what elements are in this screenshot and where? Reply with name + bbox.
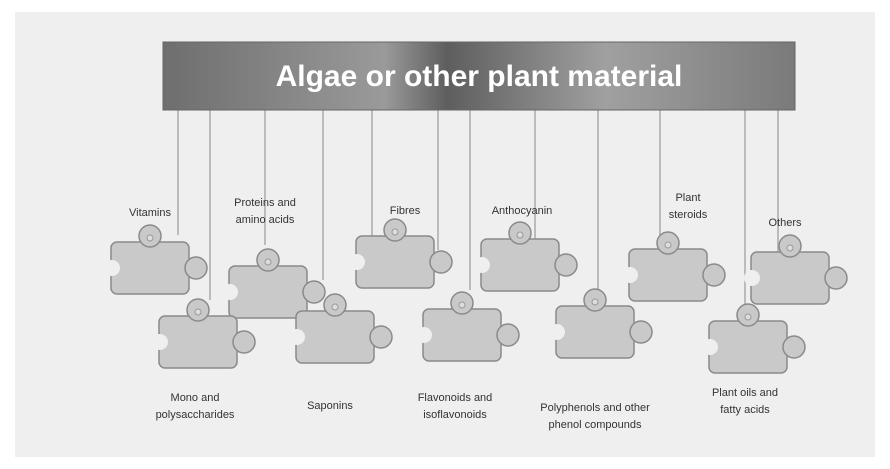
- pin: [592, 299, 598, 305]
- piece-knob: [555, 254, 577, 276]
- piece-label: Flavonoids and: [418, 392, 493, 404]
- diagram: Algae or other plant material Vitamins Pr…: [0, 0, 890, 469]
- pin: [459, 302, 465, 308]
- piece-knob: [370, 326, 392, 348]
- pin: [392, 229, 398, 235]
- piece-label: phenol compounds: [549, 419, 642, 431]
- piece-hole: [744, 270, 760, 286]
- pin: [195, 309, 201, 315]
- piece-body: [111, 242, 189, 294]
- piece-knob: [825, 267, 847, 289]
- pin: [147, 235, 153, 241]
- piece-label: Polyphenols and other: [540, 402, 650, 414]
- piece-hole: [416, 327, 432, 343]
- piece-hole: [349, 254, 365, 270]
- piece-hole: [549, 324, 565, 340]
- piece-knob: [783, 336, 805, 358]
- piece-knob: [185, 257, 207, 279]
- piece-hole: [104, 260, 120, 276]
- piece-label: Fibres: [390, 205, 421, 217]
- piece-knob: [430, 251, 452, 273]
- piece-body: [296, 311, 374, 363]
- piece-body: [629, 249, 707, 301]
- piece-label: Vitamins: [129, 207, 171, 219]
- piece-body: [423, 309, 501, 361]
- piece-knob: [703, 264, 725, 286]
- piece-label: Plant oils and: [712, 387, 778, 399]
- piece-hole: [702, 339, 718, 355]
- pin: [265, 259, 271, 265]
- piece-label: Others: [768, 217, 802, 229]
- piece-body: [229, 266, 307, 318]
- piece-hole: [289, 329, 305, 345]
- piece-knob: [233, 331, 255, 353]
- piece-body: [159, 316, 237, 368]
- piece-label: Saponins: [307, 400, 353, 412]
- piece-hole: [222, 284, 238, 300]
- piece-body: [556, 306, 634, 358]
- piece-label: steroids: [669, 209, 708, 221]
- piece-label: Plant: [675, 192, 700, 204]
- pin: [517, 232, 523, 238]
- piece-knob: [303, 281, 325, 303]
- piece-label: amino acids: [236, 214, 295, 226]
- piece-label: Mono and: [171, 392, 220, 404]
- piece-knob: [497, 324, 519, 346]
- piece-hole: [152, 334, 168, 350]
- pin: [787, 245, 793, 251]
- piece-body: [481, 239, 559, 291]
- piece-body: [709, 321, 787, 373]
- piece-hole: [474, 257, 490, 273]
- piece-body: [751, 252, 829, 304]
- piece-label: Proteins and: [234, 197, 296, 209]
- pin: [745, 314, 751, 320]
- pin: [665, 242, 671, 248]
- pin: [332, 304, 338, 310]
- piece-body: [356, 236, 434, 288]
- piece-knob: [630, 321, 652, 343]
- banner-title: Algae or other plant material: [276, 60, 683, 93]
- piece-label: Anthocyanin: [492, 205, 553, 217]
- piece-label: isoflavonoids: [423, 409, 487, 421]
- piece-hole: [622, 267, 638, 283]
- piece-label: polysaccharides: [156, 409, 235, 421]
- piece-label: fatty acids: [720, 404, 770, 416]
